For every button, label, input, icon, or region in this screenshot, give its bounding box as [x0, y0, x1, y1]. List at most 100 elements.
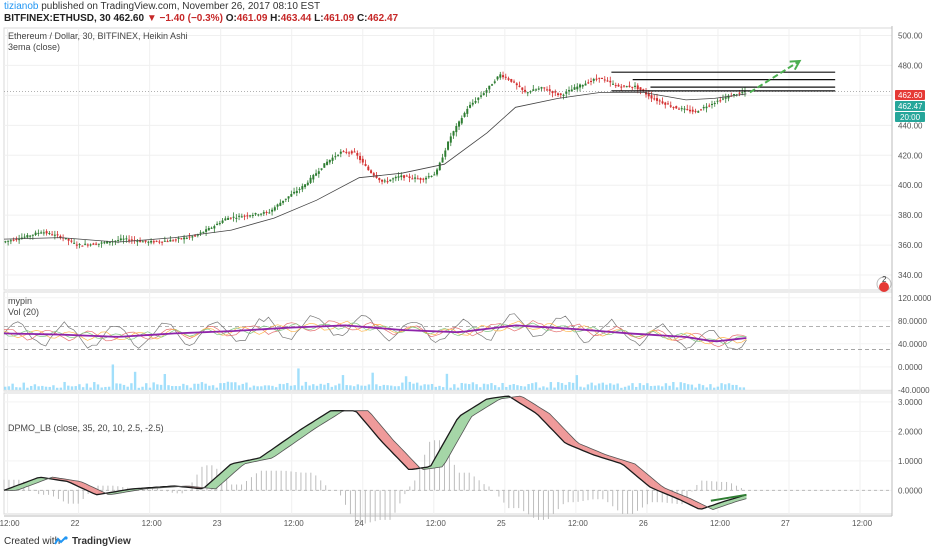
dpmo-tick-label: 1.0000 — [898, 457, 923, 466]
volume-bar — [81, 387, 85, 390]
candle — [130, 236, 133, 244]
symbol-label[interactable]: BITFINEX:ETHUSD, 30 — [4, 13, 111, 24]
volume-bar — [475, 384, 478, 390]
volume-bar — [193, 383, 196, 390]
volume-bar — [260, 386, 263, 390]
volume-bar — [649, 386, 653, 390]
volume-bar — [423, 384, 426, 390]
candle — [543, 87, 546, 92]
candle — [463, 111, 466, 118]
candle — [205, 225, 208, 237]
volume-bar — [404, 376, 408, 390]
candle — [532, 84, 535, 91]
volume-bar — [345, 385, 348, 390]
volume-bar — [427, 384, 430, 390]
forecast-arrow — [749, 60, 801, 94]
events-badge[interactable]: 2 — [876, 275, 892, 292]
candle — [75, 241, 78, 249]
candle — [694, 108, 697, 114]
volume-bar — [15, 387, 18, 390]
tradingview-brand[interactable]: TradingView — [72, 536, 131, 547]
candle — [235, 214, 238, 223]
volume-bar — [263, 385, 267, 390]
candle — [260, 213, 263, 217]
candle — [474, 97, 477, 105]
candle — [23, 233, 26, 239]
svg-text:462.47: 462.47 — [898, 102, 923, 111]
candle — [238, 213, 241, 221]
candle — [414, 173, 417, 183]
candle — [471, 99, 474, 107]
volume-bar — [660, 386, 664, 390]
volume-bar — [219, 383, 222, 390]
x-tick-label: 26 — [639, 519, 648, 528]
volume-bar — [538, 387, 541, 390]
volume-bar — [523, 386, 527, 390]
candle — [295, 186, 298, 197]
volume-bar — [93, 382, 96, 390]
candle — [469, 101, 472, 109]
candle — [78, 243, 81, 249]
volume-bar — [479, 387, 482, 390]
open-label: O: — [225, 13, 237, 24]
volume-bar — [256, 386, 259, 390]
candle — [312, 173, 315, 183]
candle — [427, 172, 430, 179]
x-tick-label: 12:00 — [284, 519, 305, 528]
volume-bar — [545, 387, 549, 390]
low-label: L: — [314, 13, 324, 24]
close-value: 462.47 — [367, 13, 399, 24]
volume-bar — [686, 384, 690, 390]
candle — [477, 97, 480, 104]
candle — [381, 179, 384, 185]
candle — [447, 140, 450, 151]
candle — [224, 216, 227, 221]
candle — [359, 152, 362, 164]
price-badge-last: 462.60 — [895, 90, 925, 100]
volume-bar — [274, 387, 278, 390]
candle — [284, 198, 287, 203]
candle — [554, 89, 557, 97]
volume-bar — [237, 385, 241, 390]
volume-bar — [364, 385, 367, 390]
volume-bar — [675, 387, 679, 390]
volume-bar — [627, 385, 630, 390]
x-tick-label: 22 — [71, 519, 80, 528]
volume-bar — [579, 386, 582, 390]
candle — [609, 76, 612, 87]
candle — [667, 100, 670, 105]
volume-bar — [709, 384, 712, 390]
candle — [689, 105, 692, 114]
volume-bar — [701, 385, 705, 390]
volume-bar — [501, 382, 504, 390]
author-link[interactable]: tizianob — [4, 1, 39, 12]
candle — [612, 80, 615, 85]
volume-bar — [623, 386, 627, 390]
candle — [573, 84, 576, 90]
candle — [524, 85, 527, 94]
candle — [97, 243, 100, 248]
candle — [378, 177, 381, 183]
candle — [686, 104, 689, 111]
volume-bar — [375, 384, 378, 390]
volume-bar — [531, 383, 534, 390]
svg-text:2: 2 — [882, 275, 887, 284]
price-badge-close: 462.47 — [895, 101, 925, 111]
candle — [521, 87, 524, 94]
volume-bar — [386, 385, 389, 390]
candle — [515, 82, 518, 90]
x-tick-label: 12:00 — [426, 519, 447, 528]
volume-bar — [712, 387, 716, 390]
volume-bar — [467, 384, 471, 390]
volume-bar — [609, 383, 612, 390]
candle — [485, 87, 488, 97]
chart-canvas[interactable]: 12:00 22 12:00 23 12:00 24 12:00 25 12:00 26 12:00… — [0, 26, 932, 532]
volume-bar — [601, 382, 605, 390]
candle — [708, 103, 711, 108]
candle — [268, 208, 271, 214]
volume-bar — [724, 384, 727, 390]
candle — [40, 230, 43, 234]
svg-text:462.60: 462.60 — [898, 91, 923, 100]
candle — [84, 240, 87, 246]
volume-bar — [694, 387, 697, 390]
